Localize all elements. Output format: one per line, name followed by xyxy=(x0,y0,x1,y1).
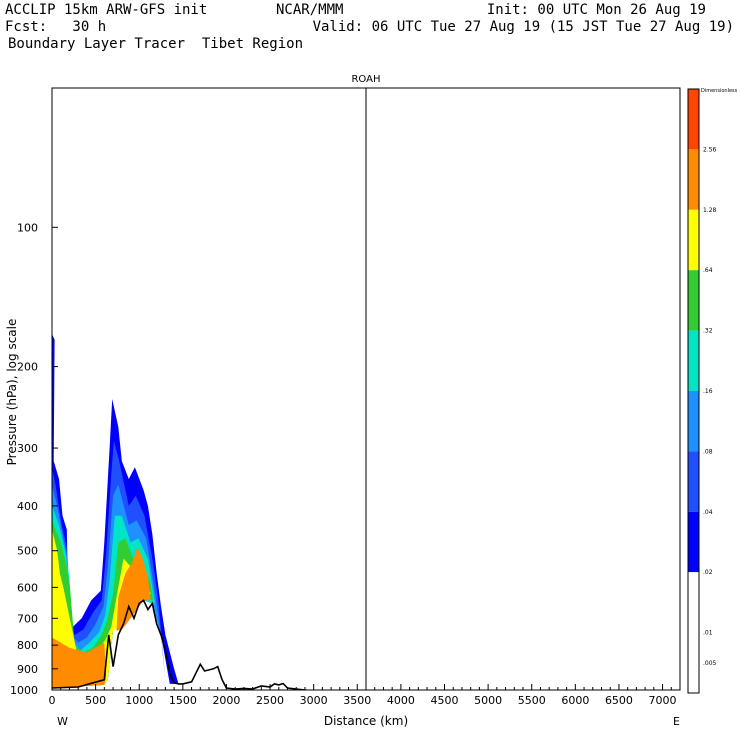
colorbar: Dimensionless 2.56 1.28 .64 .32 .16 .08 .04 .02.… xyxy=(687,88,738,694)
x-axis-right-end: E xyxy=(673,715,680,728)
chart-title: ROAH xyxy=(351,74,380,85)
y-tick-label-100: 100 xyxy=(17,221,38,234)
x-axis-ticks: 0 500 1000 1500 2000 2500 3000 3500 4000 4500 5000… xyxy=(49,684,677,707)
y-tick-label-500: 500 xyxy=(17,545,38,558)
x-tick-label-2000: 2000 xyxy=(212,694,240,707)
colorbar-level-3: .32 xyxy=(703,328,713,335)
y-axis-label: Pressure (hPa), log scale xyxy=(5,319,19,466)
header-line1-left: ACCLIP 15km ARW-GFS init xyxy=(5,2,208,18)
y-tick-label-800: 800 xyxy=(17,639,38,652)
tracer-contour-0.64-7 xyxy=(116,546,151,631)
colorbar-swatch-0 xyxy=(688,89,699,150)
colorbar-swatch-5 xyxy=(688,391,699,452)
colorbar-level-4: .16 xyxy=(703,388,713,395)
y-tick-label-200: 200 xyxy=(17,361,38,374)
x-axis-left-end: W xyxy=(57,715,68,728)
x-tick-label-4000: 4000 xyxy=(387,694,415,707)
colorbar-title: Dimensionless xyxy=(701,88,738,94)
colorbar-level-5: .08 xyxy=(703,448,713,455)
colorbar-swatch-4 xyxy=(688,330,699,391)
colorbar-level-8: .01 xyxy=(703,630,713,637)
y-tick-label-1000: 1000 xyxy=(10,684,38,697)
y-tick-label-700: 700 xyxy=(17,612,38,625)
colorbar-swatch-1 xyxy=(688,149,699,210)
x-tick-label-5000: 5000 xyxy=(474,694,502,707)
colorbar-swatch-3 xyxy=(688,270,699,331)
header-line3-left: Boundary Layer Tracer Tibet Region xyxy=(8,36,304,52)
x-tick-label-6000: 6000 xyxy=(561,694,589,707)
x-tick-label-6500: 6500 xyxy=(605,694,633,707)
colorbar-frame xyxy=(687,88,700,694)
colorbar-swatch-8 xyxy=(688,572,699,633)
y-tick-label-600: 600 xyxy=(17,581,38,594)
x-axis-label: Distance (km) xyxy=(324,714,408,728)
tracer-contours xyxy=(52,333,179,688)
y-tick-label-300: 300 xyxy=(17,442,38,455)
colorbar-swatch-7 xyxy=(688,511,699,573)
y-tick-label-400: 400 xyxy=(17,500,38,513)
y-tick-label-900: 900 xyxy=(17,663,38,676)
colorbar-level-2: .64 xyxy=(703,267,713,274)
colorbar-level-9: .005 xyxy=(703,660,717,667)
tracer-contour-0.04-2 xyxy=(52,484,161,688)
colorbar-level-6: .04 xyxy=(703,509,713,516)
tracer-contour-0.64-6 xyxy=(52,637,107,688)
y-axis-ticks: 100 200 300 400 500 600 700 800 900 1000 xyxy=(10,221,58,697)
colorbar-swatch-2 xyxy=(688,209,699,271)
colorbar-swatch-9 xyxy=(688,632,699,693)
colorbar-swatch-6 xyxy=(688,451,699,512)
x-tick-label-1000: 1000 xyxy=(125,694,153,707)
x-tick-label-1500: 1500 xyxy=(169,694,197,707)
colorbar-level-0: 2.56 xyxy=(703,146,717,153)
x-tick-label-4500: 4500 xyxy=(431,694,459,707)
x-tick-label-3500: 3500 xyxy=(343,694,371,707)
terrain-line xyxy=(52,599,312,690)
header-line1-center: NCAR/MMM xyxy=(276,2,344,18)
colorbar-level-1: 1.28 xyxy=(703,207,717,214)
x-tick-label-500: 500 xyxy=(85,694,106,707)
header-line2-left: Fcst: 30 h xyxy=(5,19,107,35)
x-tick-label-2500: 2500 xyxy=(256,694,284,707)
tracer-contour-0.16-4 xyxy=(52,520,154,688)
x-tick-label-7000: 7000 xyxy=(649,694,677,707)
tracer-contour-0.32-5 xyxy=(52,529,151,688)
header-line1-right: Init: 00 UTC Mon 26 Aug 19 xyxy=(486,2,706,18)
header-line2-right: Valid: 06 UTC Tue 27 Aug 19 (15 JST Tue … xyxy=(312,19,734,35)
x-tick-label-5500: 5500 xyxy=(518,694,546,707)
x-tick-label-0: 0 xyxy=(49,694,56,707)
x-tick-label-3000: 3000 xyxy=(300,694,328,707)
colorbar-level-7: .02 xyxy=(703,569,713,576)
